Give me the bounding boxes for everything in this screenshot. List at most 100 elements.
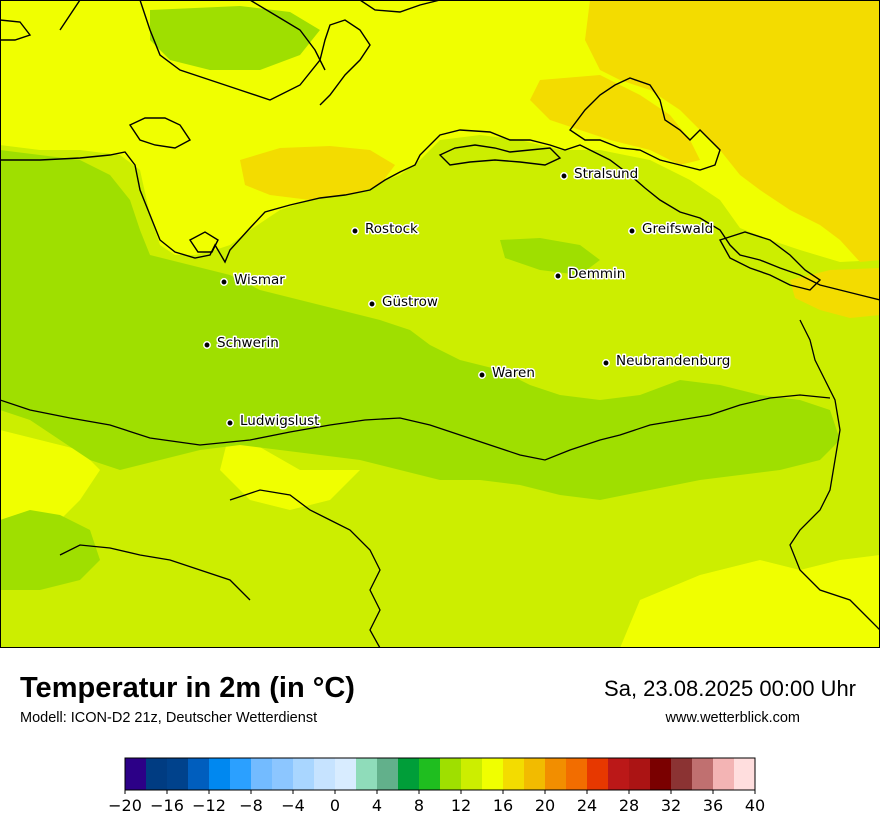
legend-tick-label: 0 — [330, 796, 340, 815]
city-dot-waren — [478, 371, 486, 379]
legend-swatch — [566, 758, 588, 790]
legend-swatch — [650, 758, 672, 790]
legend-swatch — [545, 758, 567, 790]
legend-swatch — [125, 758, 147, 790]
temp-zone-10-12-demmin — [500, 238, 600, 275]
temp-zone-10-12-west — [0, 150, 840, 500]
legend-tick-label: −20 — [108, 796, 142, 815]
city-greifswald[interactable]: Greifswald — [628, 220, 715, 239]
temperature-map[interactable]: Stralsund Rostock Greifswald Wismar Demm… — [0, 0, 880, 648]
border-brandenburg-west — [229, 489, 381, 648]
coastline-zealand-south — [359, 0, 441, 13]
city-markers: Stralsund Rostock Greifswald Wismar Demm… — [203, 165, 732, 431]
legend-svg: −20 −16 −12 −8 −4 0 4 8 12 16 20 24 28 32 36 40 — [108, 757, 765, 815]
city-dot-stralsund — [560, 172, 568, 180]
city-dot-schwerin — [203, 341, 211, 349]
model-source: Modell: ICON-D2 21z, Deutscher Wetterdie… — [20, 710, 318, 726]
city-label-ludwigslust: Ludwigslust — [240, 413, 319, 429]
city-waren[interactable]: Waren — [478, 364, 536, 383]
footer-panel: Temperatur in 2m (in °C) Modell: ICON-D2… — [0, 648, 880, 830]
legend-swatch — [167, 758, 189, 790]
color-legend: −20 −16 −12 −8 −4 0 4 8 12 16 20 24 28 32 36 40 — [100, 754, 780, 824]
city-label-rostock: Rostock — [365, 221, 418, 237]
legend-swatch — [377, 758, 399, 790]
city-label-guestrow: Güstrow — [382, 294, 438, 310]
legend-swatch — [335, 758, 357, 790]
legend-tick-label: −16 — [150, 796, 184, 815]
legend-swatch — [608, 758, 630, 790]
temp-zone-16-18-rostock — [240, 146, 395, 200]
legend-tick-label: 12 — [451, 796, 471, 815]
legend-swatch — [230, 758, 252, 790]
legend-swatch — [503, 758, 525, 790]
legend-tick-label: −4 — [281, 796, 305, 815]
coastline-fischland — [438, 144, 562, 166]
legend-tick-label: 4 — [372, 796, 382, 815]
city-label-demmin: Demmin — [568, 266, 625, 282]
legend-tick-label: −8 — [239, 796, 263, 815]
legend-frame — [124, 757, 756, 791]
legend-tick-label: 20 — [535, 796, 555, 815]
legend-swatch — [251, 758, 273, 790]
temp-zone-14-16-southeast — [620, 555, 880, 648]
legend-swatch — [692, 758, 714, 790]
legend-tick-label: 16 — [493, 796, 513, 815]
city-stralsund[interactable]: Stralsund — [560, 165, 640, 184]
coastline-ruegen — [568, 77, 721, 171]
legend-swatch — [629, 758, 651, 790]
temp-zone-16-18-northeast — [585, 0, 880, 262]
city-label-schwerin: Schwerin — [217, 335, 279, 351]
legend-tick-label: 8 — [414, 796, 424, 815]
coastlines — [0, 0, 880, 301]
city-dot-rostock — [351, 227, 359, 235]
city-dot-wismar — [220, 278, 228, 286]
temp-zone-16-18-east — [530, 75, 700, 165]
legend-swatch — [398, 758, 420, 790]
city-schwerin[interactable]: Schwerin — [203, 334, 280, 353]
city-ludwigslust[interactable]: Ludwigslust — [226, 412, 321, 431]
border-mv-west — [0, 394, 831, 461]
city-dot-guestrow — [368, 300, 376, 308]
city-dot-greifswald — [628, 227, 636, 235]
coastline-falster — [249, 0, 326, 71]
city-label-greifswald: Greifswald — [642, 221, 713, 237]
city-wismar[interactable]: Wismar — [220, 271, 287, 290]
coastline-lolland — [59, 0, 371, 106]
city-rostock[interactable]: Rostock — [351, 220, 420, 239]
city-dot-demmin — [554, 272, 562, 280]
legend-swatch — [734, 758, 756, 790]
city-dot-ludwigslust — [226, 419, 234, 427]
legend-swatch — [293, 758, 315, 790]
legend-tick-label: 40 — [745, 796, 765, 815]
legend-tick-label: 32 — [661, 796, 681, 815]
coastline-mainland — [0, 129, 880, 301]
legend-swatch — [461, 758, 483, 790]
legend-swatch — [146, 758, 168, 790]
coastline-poel — [188, 231, 219, 253]
city-label-stralsund: Stralsund — [574, 166, 638, 182]
city-demmin[interactable]: Demmin — [554, 265, 627, 284]
city-guestrow[interactable]: Güstrow — [368, 293, 439, 312]
legend-swatch — [671, 758, 693, 790]
legend-swatch — [713, 758, 735, 790]
coastline-denmark — [0, 19, 32, 41]
city-neubrandenburg[interactable]: Neubrandenburg — [602, 352, 732, 371]
city-dot-neubrandenburg — [602, 359, 610, 367]
legend-tick-label: 24 — [577, 796, 597, 815]
border-south — [59, 544, 251, 601]
temp-zone-10-12-north — [150, 6, 320, 70]
legend-swatch — [314, 758, 336, 790]
legend-swatch — [188, 758, 210, 790]
legend-swatch — [356, 758, 378, 790]
borders — [0, 319, 880, 648]
website-link[interactable]: www.wetterblick.com — [665, 710, 800, 726]
temp-zone-14-16-south2 — [220, 430, 360, 510]
coastline-usedom — [718, 231, 822, 291]
coastline-fehmarn — [128, 117, 192, 149]
city-label-waren: Waren — [492, 365, 535, 381]
city-label-neubrandenburg: Neubrandenburg — [616, 353, 730, 369]
temp-zone-10-12-southwest — [0, 510, 100, 590]
legend-tick-label: 28 — [619, 796, 639, 815]
map-svg: Stralsund Rostock Greifswald Wismar Demm… — [0, 0, 880, 648]
legend-tick-label: 36 — [703, 796, 723, 815]
